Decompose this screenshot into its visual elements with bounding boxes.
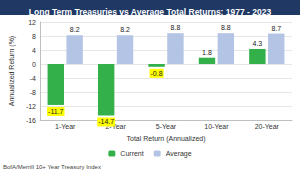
svg-text:Average: Average <box>166 150 192 158</box>
svg-text:Current: Current <box>120 150 143 157</box>
svg-text:8.2: 8.2 <box>120 26 130 33</box>
svg-text:4.3: 4.3 <box>252 40 262 47</box>
svg-text:1-Year: 1-Year <box>55 123 76 130</box>
svg-text:8.2: 8.2 <box>70 26 80 33</box>
svg-text:4: 4 <box>32 47 36 54</box>
svg-text:-16: -16 <box>26 117 36 124</box>
svg-text:2-Year: 2-Year <box>105 123 126 130</box>
svg-text:-12: -12 <box>26 103 36 110</box>
svg-text:1.8: 1.8 <box>202 49 212 56</box>
svg-text:Long Term Treasuries vs Averag: Long Term Treasuries vs Average Total Re… <box>29 7 272 17</box>
svg-text:10-Year: 10-Year <box>204 123 229 130</box>
svg-text:5-Year: 5-Year <box>156 123 177 130</box>
svg-text:12: 12 <box>28 19 36 26</box>
svg-text:-0.8: -0.8 <box>151 70 163 77</box>
svg-text:-8: -8 <box>30 89 36 96</box>
svg-text:BofA/Merrill 10+ Year Treasury: BofA/Merrill 10+ Year Treasury Index <box>3 164 101 170</box>
svg-text:-4: -4 <box>30 75 36 82</box>
svg-text:Total Return (Annualized): Total Return (Annualized) <box>127 135 206 143</box>
svg-text:8.7: 8.7 <box>271 25 281 32</box>
svg-text:0: 0 <box>32 61 36 68</box>
svg-text:-14.7: -14.7 <box>98 118 114 125</box>
svg-text:8.8: 8.8 <box>221 24 231 31</box>
svg-text:8: 8 <box>32 33 36 40</box>
svg-text:-11.7: -11.7 <box>48 108 64 115</box>
svg-text:8.8: 8.8 <box>171 24 181 31</box>
svg-text:Annualized Return (%): Annualized Return (%) <box>8 36 16 106</box>
svg-text:20-Year: 20-Year <box>255 123 280 130</box>
